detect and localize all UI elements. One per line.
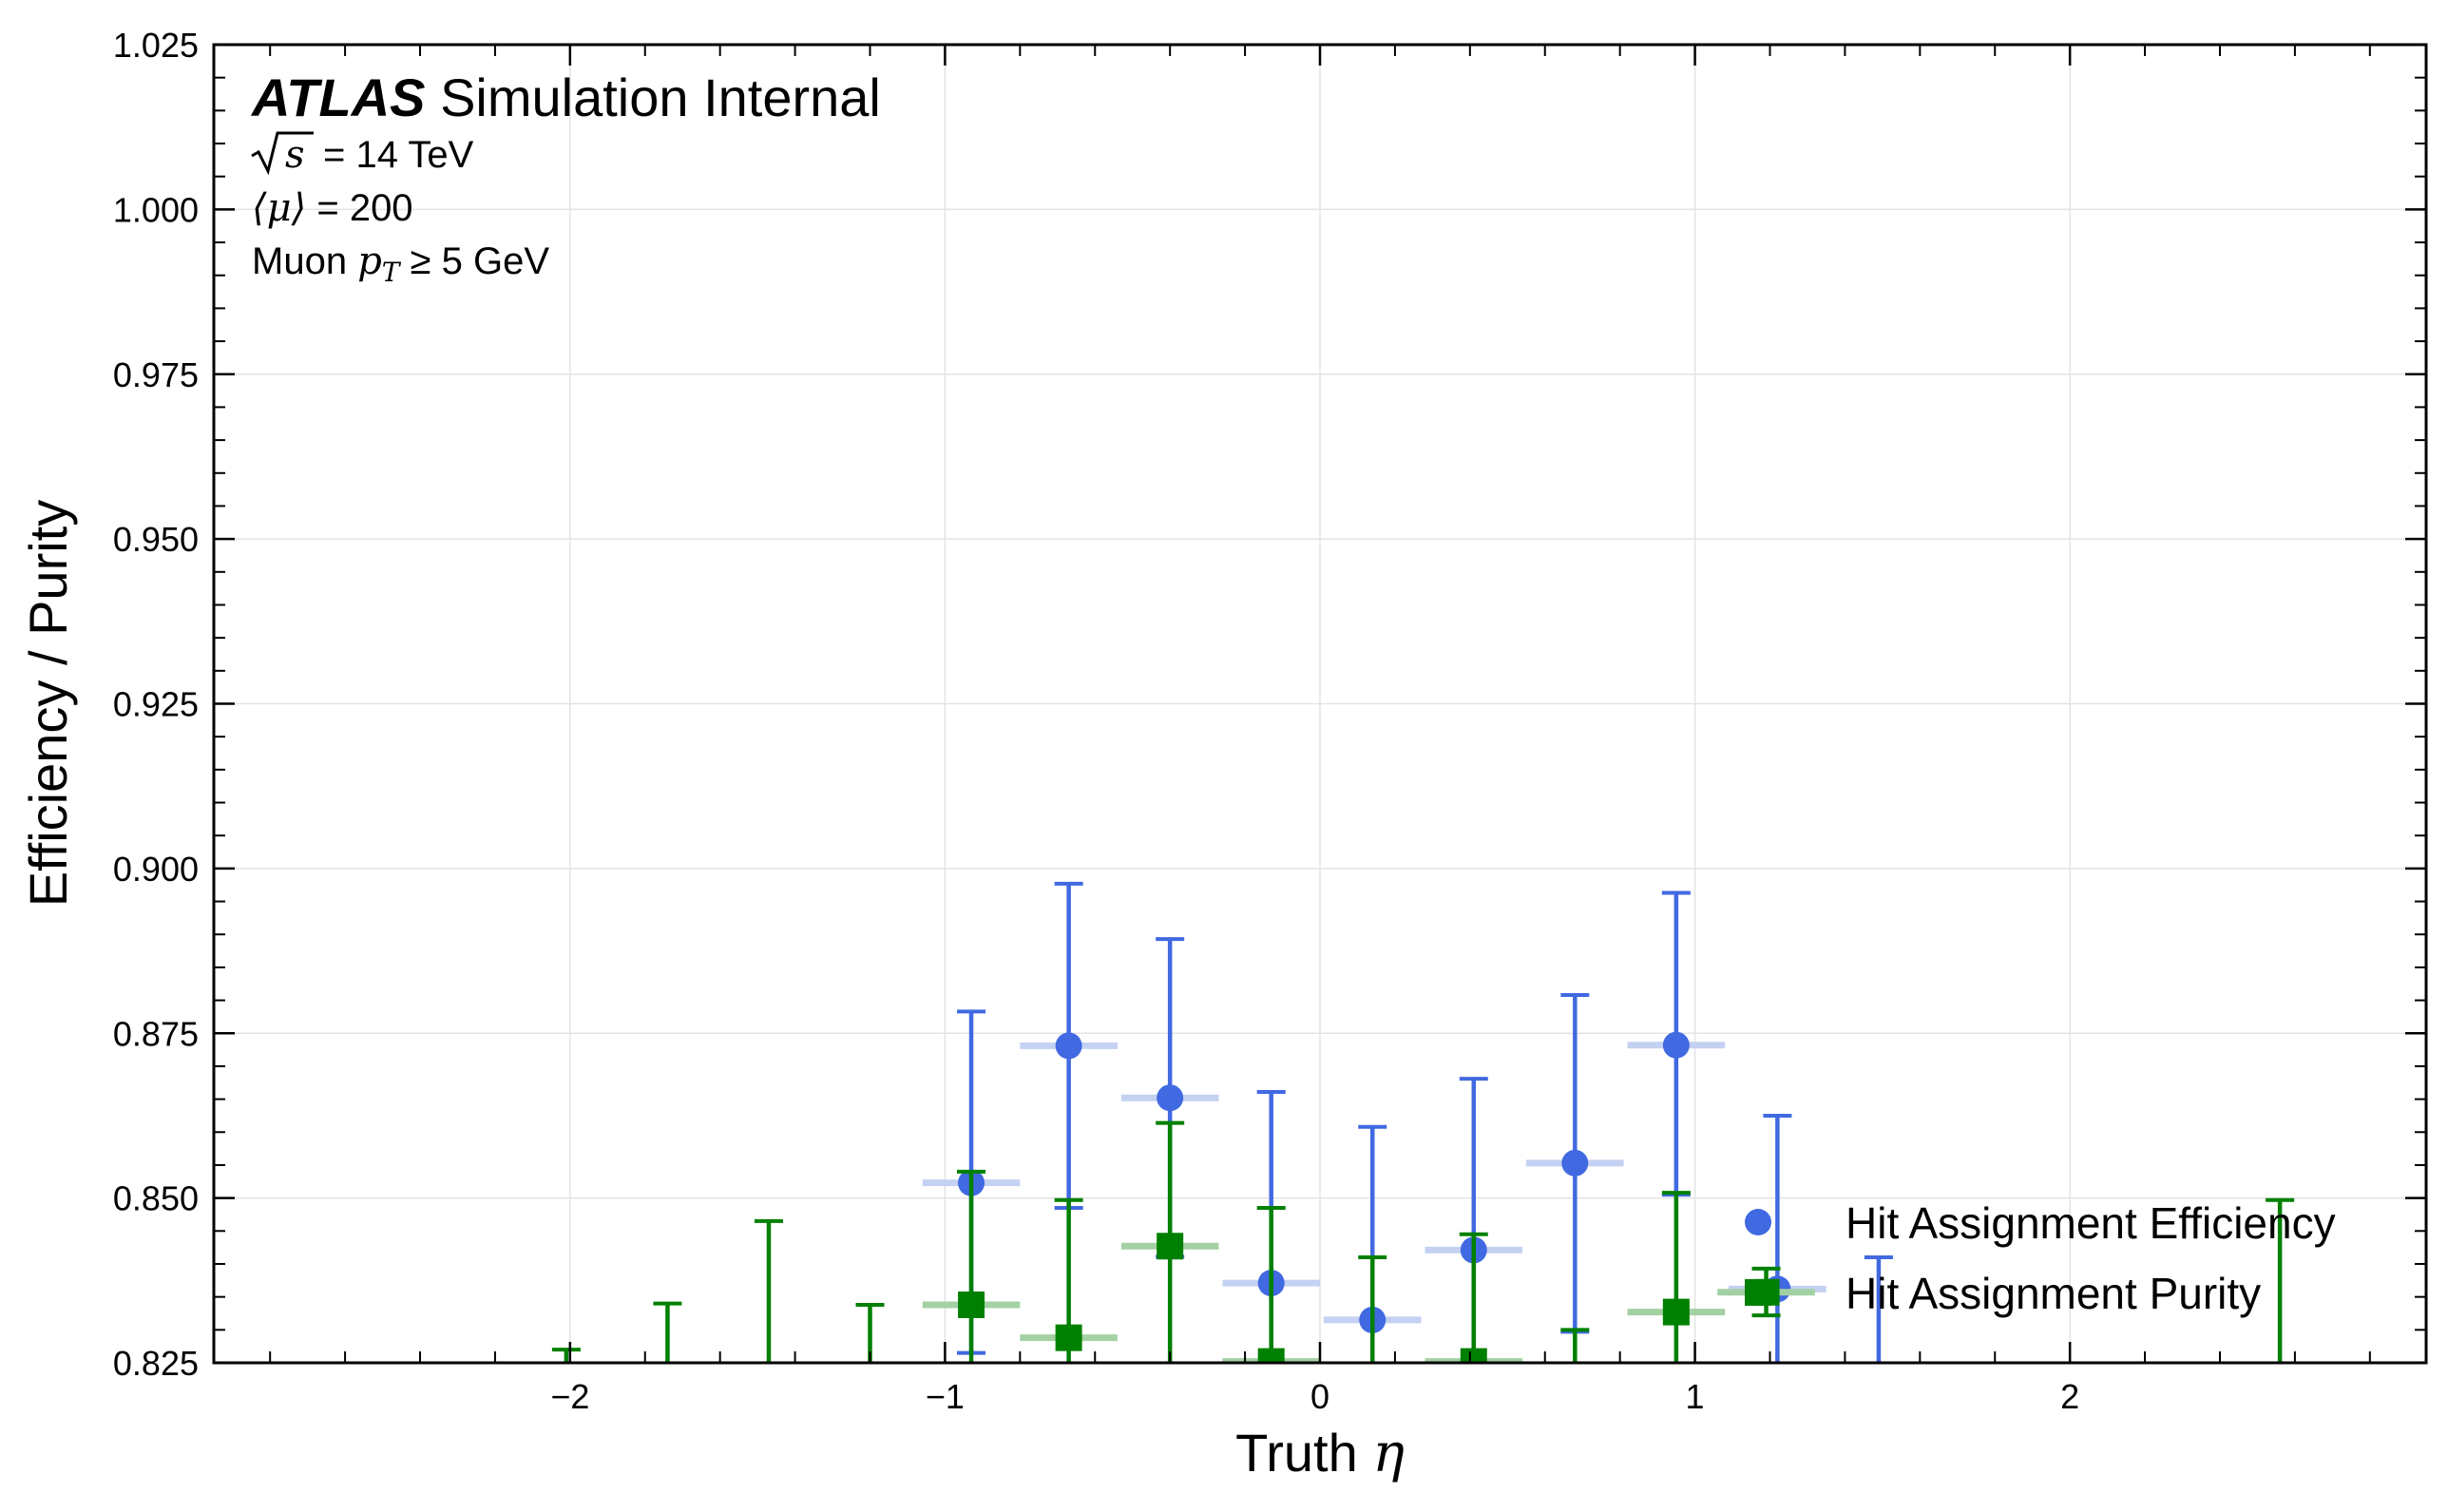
purity-point (1257, 1348, 1285, 1363)
sqrt-s-label: s = 14 TeV (251, 131, 474, 177)
y-tick-label: 0.950 (113, 520, 199, 559)
purity-point (1662, 1298, 1690, 1326)
x-tick-label: −1 (926, 1377, 965, 1416)
atlas-label: ATLAS (250, 67, 426, 127)
legend-purity-label: Hit Assignment Purity (1846, 1269, 2261, 1318)
plot-frame (212, 43, 2428, 1365)
efficiency-point (1561, 1149, 1589, 1177)
y-tick-label: 0.875 (113, 1014, 199, 1053)
simulation-internal-label: Simulation Internal (440, 67, 881, 127)
purity-point (1460, 1348, 1487, 1363)
y-tick-label: 0.975 (113, 355, 199, 394)
x-tick-label: 1 (1686, 1377, 1705, 1416)
svg-text:= 14 TeV: = 14 TeV (323, 134, 474, 176)
x-tick-label: −2 (550, 1377, 589, 1416)
x-axis-title: Truth η (1235, 1423, 1405, 1484)
y-tick-label: 1.025 (113, 26, 199, 65)
purity-point (1055, 1324, 1082, 1351)
y-tick-label: 0.850 (113, 1179, 199, 1218)
purity-point (958, 1291, 985, 1318)
legend-efficiency-marker (1745, 1209, 1771, 1235)
x-tick-label: 0 (1310, 1377, 1329, 1416)
tick-labels: −2 −1 0 1 2 0.825 0.850 0.875 0.900 0.925 0.950 0.9… (113, 26, 2079, 1416)
efficiency-point (1157, 1084, 1184, 1112)
efficiency-point (1662, 1031, 1690, 1059)
y-tick-label: 0.825 (113, 1344, 199, 1383)
atlas-annotation: ATLAS Simulation Internal s = 14 TeV ⟨μ⟩… (250, 67, 881, 288)
legend-efficiency-label: Hit Assignment Efficiency (1846, 1198, 2336, 1248)
legend: Hit Assignment Efficiency Hit Assignment… (1745, 1198, 2336, 1318)
svg-text:s: s (285, 133, 305, 177)
sqrt-sign (251, 131, 314, 176)
pileup-label: ⟨μ⟩ = 200 (252, 186, 413, 230)
svg-text:ATLAS Simulation Internal: ATLAS Simulation Internal (250, 67, 881, 127)
y-tick-label: 0.925 (113, 685, 199, 724)
y-axis-title: Efficiency / Purity (18, 500, 78, 907)
legend-purity-marker (1745, 1279, 1771, 1306)
pt-cut-label: Muon pT ≥ 5 GeV (252, 239, 549, 288)
x-tick-label: 2 (2060, 1377, 2079, 1416)
purity-point (1157, 1233, 1184, 1260)
efficiency-point (1055, 1032, 1082, 1060)
y-tick-label: 1.000 (113, 190, 199, 229)
data-layer (551, 881, 2295, 1363)
y-tick-label: 0.900 (113, 850, 199, 889)
